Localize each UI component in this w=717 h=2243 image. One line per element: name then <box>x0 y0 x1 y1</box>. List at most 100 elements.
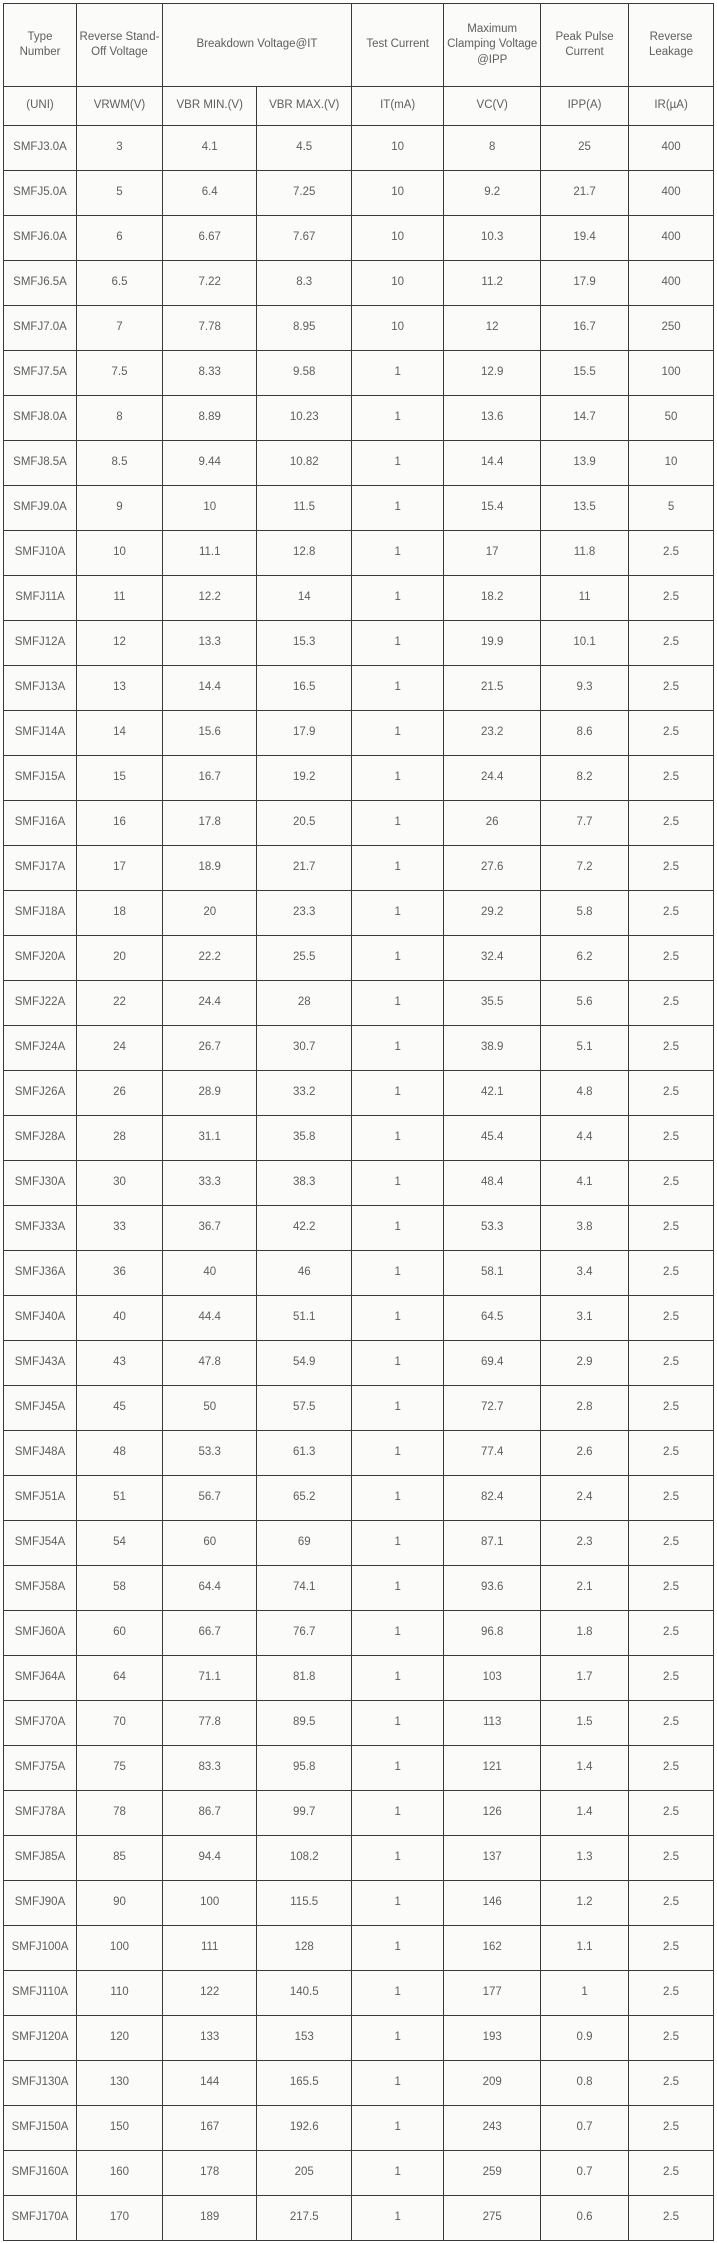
data-cell: 167 <box>161 2105 258 2151</box>
data-cell: 11 <box>76 575 163 621</box>
data-cell: 24.4 <box>161 980 258 1026</box>
data-cell: 9.58 <box>256 350 352 396</box>
table-row: SMFJ8.5A 8.5 9.44 10.82 1 14.4 13.9 10 <box>2 440 714 486</box>
column-unit-header: VBR MAX.(V) <box>256 86 352 126</box>
data-cell: 10 <box>350 260 445 306</box>
table-row: SMFJ22A 22 24.4 28 1 35.5 5.6 2.5 <box>2 980 714 1026</box>
data-cell: 0.7 <box>540 2105 630 2151</box>
data-cell: 2.5 <box>628 935 714 981</box>
data-cell: 8.33 <box>161 350 258 396</box>
data-cell: 16.5 <box>256 665 352 711</box>
type-number-cell: SMFJ78A <box>2 1790 78 1836</box>
table-row: SMFJ78A 78 86.7 99.7 1 126 1.4 2.5 <box>2 1790 714 1836</box>
data-cell: 40 <box>76 1295 163 1341</box>
data-cell: 9.2 <box>443 170 542 216</box>
data-cell: 2.5 <box>628 1790 714 1836</box>
data-cell: 8.5 <box>76 440 163 486</box>
data-cell: 2.5 <box>628 1835 714 1881</box>
data-cell: 275 <box>443 2195 542 2241</box>
data-cell: 400 <box>628 215 714 261</box>
data-cell: 10 <box>350 215 445 261</box>
data-cell: 95.8 <box>256 1745 352 1791</box>
data-cell: 25 <box>540 125 630 171</box>
table-row: SMFJ160A 160 178 205 1 259 0.7 2.5 <box>2 2150 714 2196</box>
data-cell: 18 <box>76 890 163 936</box>
data-cell: 50 <box>628 395 714 441</box>
type-number-cell: SMFJ26A <box>2 1070 78 1116</box>
column-group-header: Reverse Leakage <box>628 3 714 87</box>
table-row: SMFJ18A 18 20 23.3 1 29.2 5.8 2.5 <box>2 890 714 936</box>
data-cell: 64.5 <box>443 1295 542 1341</box>
data-cell: 5.1 <box>540 1025 630 1071</box>
column-unit-header: (UNI) <box>2 86 78 126</box>
data-cell: 11.1 <box>161 530 258 576</box>
table-row: SMFJ40A 40 44.4 51.1 1 64.5 3.1 2.5 <box>2 1295 714 1341</box>
data-cell: 3.8 <box>540 1205 630 1251</box>
column-unit-header: IR(µA) <box>628 86 714 126</box>
data-cell: 3.4 <box>540 1250 630 1296</box>
data-cell: 192.6 <box>256 2105 352 2151</box>
data-cell: 6.5 <box>76 260 163 306</box>
table-row: SMFJ75A 75 83.3 95.8 1 121 1.4 2.5 <box>2 1745 714 1791</box>
type-number-cell: SMFJ160A <box>2 2150 78 2196</box>
type-number-cell: SMFJ40A <box>2 1295 78 1341</box>
data-cell: 1 <box>350 1700 445 1746</box>
data-cell: 2.5 <box>628 1250 714 1296</box>
data-cell: 17.9 <box>540 260 630 306</box>
table-row: SMFJ120A 120 133 153 1 193 0.9 2.5 <box>2 2015 714 2061</box>
type-number-cell: SMFJ85A <box>2 1835 78 1881</box>
data-cell: 1 <box>350 1925 445 1971</box>
table-row: SMFJ16A 16 17.8 20.5 1 26 7.7 2.5 <box>2 800 714 846</box>
data-cell: 23.3 <box>256 890 352 936</box>
column-group-header: Breakdown Voltage@IT <box>161 3 352 87</box>
data-cell: 2.5 <box>628 1700 714 1746</box>
data-cell: 5 <box>76 170 163 216</box>
table-row: SMFJ60A 60 66.7 76.7 1 96.8 1.8 2.5 <box>2 1610 714 1656</box>
data-cell: 400 <box>628 125 714 171</box>
column-unit-header: VBR MIN.(V) <box>161 86 258 126</box>
data-cell: 1 <box>350 1295 445 1341</box>
data-cell: 2.5 <box>628 1340 714 1386</box>
table-row: SMFJ43A 43 47.8 54.9 1 69.4 2.9 2.5 <box>2 1340 714 1386</box>
data-cell: 76.7 <box>256 1610 352 1656</box>
data-cell: 10.23 <box>256 395 352 441</box>
type-number-cell: SMFJ12A <box>2 620 78 666</box>
data-cell: 2.5 <box>628 1475 714 1521</box>
type-number-cell: SMFJ9.0A <box>2 485 78 531</box>
column-unit-header: VRWM(V) <box>76 86 163 126</box>
data-cell: 2.5 <box>628 620 714 666</box>
table-header: Type Number Reverse Stand-Off Voltage Brea… <box>2 3 714 126</box>
data-cell: 1 <box>350 2060 445 2106</box>
data-cell: 4.1 <box>540 1160 630 1206</box>
data-cell: 160 <box>76 2150 163 2196</box>
data-cell: 2.5 <box>628 2015 714 2061</box>
data-cell: 137 <box>443 1835 542 1881</box>
data-cell: 189 <box>161 2195 258 2241</box>
table-row: SMFJ6.0A 6 6.67 7.67 10 10.3 19.4 400 <box>2 215 714 261</box>
data-cell: 1 <box>350 935 445 981</box>
data-cell: 58.1 <box>443 1250 542 1296</box>
table-row: SMFJ14A 14 15.6 17.9 1 23.2 8.6 2.5 <box>2 710 714 756</box>
data-cell: 33 <box>76 1205 163 1251</box>
data-cell: 15 <box>76 755 163 801</box>
data-cell: 35.5 <box>443 980 542 1026</box>
data-cell: 1.8 <box>540 1610 630 1656</box>
data-cell: 8.2 <box>540 755 630 801</box>
data-cell: 209 <box>443 2060 542 2106</box>
data-cell: 1.7 <box>540 1655 630 1701</box>
data-cell: 28 <box>256 980 352 1026</box>
data-cell: 243 <box>443 2105 542 2151</box>
data-cell: 130 <box>76 2060 163 2106</box>
table-row: SMFJ58A 58 64.4 74.1 1 93.6 2.1 2.5 <box>2 1565 714 1611</box>
type-number-cell: SMFJ24A <box>2 1025 78 1071</box>
table-row: SMFJ3.0A 3 4.1 4.5 10 8 25 400 <box>2 125 714 171</box>
data-cell: 14.7 <box>540 395 630 441</box>
data-cell: 32.4 <box>443 935 542 981</box>
table-row: SMFJ11A 11 12.2 14 1 18.2 11 2.5 <box>2 575 714 621</box>
data-cell: 2.5 <box>628 665 714 711</box>
type-number-cell: SMFJ90A <box>2 1880 78 1926</box>
data-cell: 46 <box>256 1250 352 1296</box>
data-cell: 8.89 <box>161 395 258 441</box>
data-cell: 17.9 <box>256 710 352 756</box>
